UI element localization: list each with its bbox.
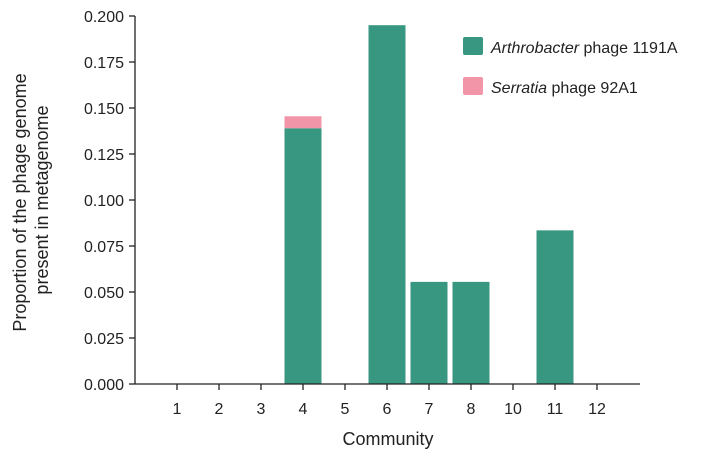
bar-7-series-1 [410, 281, 448, 384]
x-tick-label: 6 [383, 401, 392, 418]
x-tick-label: 4 [299, 401, 308, 418]
y-tick-label: 0.075 [84, 239, 124, 256]
x-tick-label: 1 [173, 401, 182, 418]
legend-label-italic: Serratia [491, 80, 547, 97]
x-tick-label: 3 [257, 401, 266, 418]
bar-11-series-1 [536, 230, 574, 384]
legend-swatch-2 [463, 77, 483, 95]
y-tick-label: 0.200 [84, 9, 124, 26]
bar-4-series-2 [284, 116, 322, 129]
x-tick-label: 10 [504, 401, 522, 418]
legend-label-2: Serratia phage 92A1 [491, 80, 638, 97]
legend-label-rest: phage 92A1 [547, 80, 638, 97]
legend-label-1: Arthrobacter phage 1191A [490, 40, 678, 57]
y-tick-label: 0.000 [84, 377, 124, 394]
x-tick-label: 2 [215, 401, 224, 418]
legend: Arthrobacter phage 1191A Serratia phage 9… [463, 37, 678, 97]
y-tick-label: 0.050 [84, 285, 124, 302]
x-tick-label: 11 [547, 401, 564, 418]
y-tick-label: 0.100 [84, 193, 124, 210]
bars-group [284, 25, 574, 384]
legend-label-italic: Arthrobacter [490, 40, 580, 57]
legend-swatch-1 [463, 37, 483, 55]
bar-4-series-1 [284, 128, 322, 384]
y-axis-title-line-1: Proportion of the phage genome [10, 73, 30, 331]
x-tick-label: 5 [341, 401, 350, 418]
x-tick-label: 7 [425, 401, 434, 418]
x-tick-label: 8 [467, 401, 476, 418]
legend-label-rest: phage 1191A [579, 40, 678, 57]
y-tick-label: 0.025 [84, 331, 124, 348]
x-axis-title: Community [342, 429, 433, 449]
y-tick-label: 0.150 [84, 101, 124, 118]
y-tick-label: 0.175 [84, 55, 124, 72]
y-axis-title: Proportion of the phage genome present i… [10, 68, 52, 331]
y-axis-title-line-2: present in metagenome [32, 105, 52, 294]
x-ticks-group: 1 2 3 4 5 6 7 8 10 11 12 [173, 384, 606, 418]
y-ticks-group: 0.000 0.025 0.050 0.075 0.100 0.125 0.150 0.175… [84, 9, 135, 394]
x-tick-label: 12 [588, 401, 606, 418]
bar-8-series-1 [452, 281, 490, 384]
bar-6-series-1 [368, 25, 406, 384]
y-tick-label: 0.125 [84, 147, 124, 164]
